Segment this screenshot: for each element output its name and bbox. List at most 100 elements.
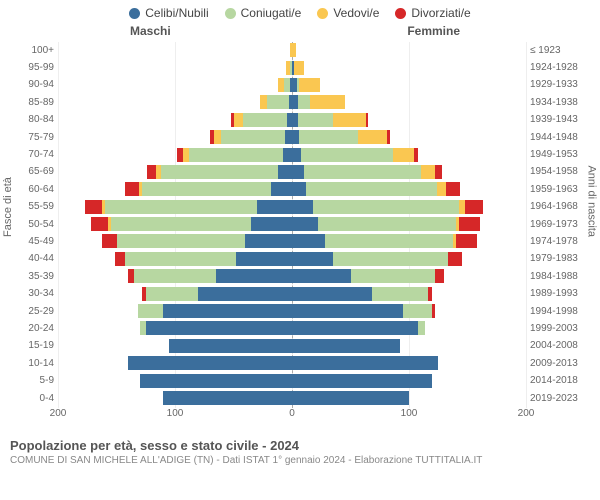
male-bar bbox=[58, 78, 292, 92]
age-row: 75-791944-1948 bbox=[58, 128, 526, 145]
birth-year-label: 1999-2003 bbox=[530, 323, 590, 334]
bar-segment bbox=[393, 148, 414, 162]
bar-segment bbox=[189, 148, 283, 162]
male-bar bbox=[58, 217, 292, 231]
bar-segment bbox=[299, 130, 358, 144]
bar-segment bbox=[146, 287, 199, 301]
bar-segment bbox=[298, 113, 333, 127]
age-row: 100+≤ 1923 bbox=[58, 42, 526, 59]
bar-segment bbox=[292, 252, 333, 266]
bar-segment bbox=[313, 200, 459, 214]
chart-title: Popolazione per età, sesso e stato civil… bbox=[10, 438, 590, 453]
legend-label: Coniugati/e bbox=[241, 6, 302, 20]
bar-segment bbox=[292, 43, 296, 57]
bar-segment bbox=[372, 287, 428, 301]
age-label: 85-89 bbox=[10, 97, 54, 108]
legend-item-celibi: Celibi/Nubili bbox=[129, 6, 208, 20]
birth-year-label: 2004-2008 bbox=[530, 340, 590, 351]
age-row: 90-941929-1933 bbox=[58, 76, 526, 93]
x-tick-label: 0 bbox=[289, 408, 295, 419]
birth-year-label: 1939-1943 bbox=[530, 114, 590, 125]
bar-segment bbox=[292, 391, 409, 405]
age-label: 45-49 bbox=[10, 236, 54, 247]
birth-year-label: 2009-2013 bbox=[530, 358, 590, 369]
bar-segment bbox=[163, 304, 292, 318]
bar-segment bbox=[292, 269, 351, 283]
bar-segment bbox=[169, 339, 292, 353]
x-tick-label: 100 bbox=[401, 408, 418, 419]
female-bar bbox=[292, 130, 526, 144]
bar-segment bbox=[292, 287, 372, 301]
bar-segment bbox=[298, 95, 310, 109]
bar-segment bbox=[318, 217, 456, 231]
bar-segment bbox=[161, 165, 278, 179]
birth-year-label: 1969-1973 bbox=[530, 219, 590, 230]
female-bar bbox=[292, 252, 526, 266]
bar-segment bbox=[278, 165, 292, 179]
bar-segment bbox=[163, 391, 292, 405]
bar-segment bbox=[304, 165, 421, 179]
bar-segment bbox=[292, 374, 432, 388]
female-bar bbox=[292, 374, 526, 388]
male-bar bbox=[58, 182, 292, 196]
bar-segment bbox=[102, 234, 116, 248]
birth-year-label: 1934-1938 bbox=[530, 97, 590, 108]
bar-segment bbox=[115, 252, 124, 266]
bar-segment bbox=[243, 113, 287, 127]
female-bar bbox=[292, 269, 526, 283]
bar-segment bbox=[257, 200, 292, 214]
bar-segment bbox=[459, 217, 480, 231]
bar-segment bbox=[333, 113, 366, 127]
bar-segment bbox=[366, 113, 368, 127]
bar-segment bbox=[117, 234, 246, 248]
birth-year-label: 1924-1928 bbox=[530, 62, 590, 73]
male-bar bbox=[58, 287, 292, 301]
bar-segment bbox=[134, 269, 216, 283]
bar-segment bbox=[310, 95, 345, 109]
pyramid-rows: 100+≤ 192395-991924-192890-941929-193385… bbox=[58, 42, 526, 408]
bar-segment bbox=[221, 130, 285, 144]
bar-segment bbox=[146, 321, 292, 335]
birth-year-label: 1989-1993 bbox=[530, 288, 590, 299]
age-label: 95-99 bbox=[10, 62, 54, 73]
female-bar bbox=[292, 61, 526, 75]
bar-segment bbox=[283, 148, 292, 162]
bar-segment bbox=[414, 148, 419, 162]
birth-year-label: 1974-1978 bbox=[530, 236, 590, 247]
bar-segment bbox=[251, 217, 292, 231]
bar-segment bbox=[267, 95, 288, 109]
birth-year-label: 1954-1958 bbox=[530, 166, 590, 177]
female-bar bbox=[292, 148, 526, 162]
age-label: 0-4 bbox=[10, 393, 54, 404]
bar-segment bbox=[432, 304, 434, 318]
age-row: 10-142009-2013 bbox=[58, 355, 526, 372]
bar-segment bbox=[333, 252, 448, 266]
age-row: 95-991924-1928 bbox=[58, 59, 526, 76]
bar-segment bbox=[245, 234, 292, 248]
bar-segment bbox=[325, 234, 454, 248]
bar-segment bbox=[292, 200, 313, 214]
bar-segment bbox=[358, 130, 387, 144]
bar-segment bbox=[138, 304, 164, 318]
male-bar bbox=[58, 61, 292, 75]
bar-segment bbox=[111, 217, 251, 231]
age-label: 25-29 bbox=[10, 306, 54, 317]
bar-segment bbox=[448, 252, 462, 266]
age-row: 0-42019-2023 bbox=[58, 389, 526, 406]
bar-segment bbox=[125, 182, 139, 196]
age-row: 80-841939-1943 bbox=[58, 111, 526, 128]
bar-segment bbox=[418, 321, 425, 335]
female-bar bbox=[292, 113, 526, 127]
legend-item-divorziati: Divorziati/e bbox=[395, 6, 470, 20]
male-bar bbox=[58, 304, 292, 318]
bar-segment bbox=[292, 148, 301, 162]
bar-segment bbox=[292, 356, 438, 370]
bar-segment bbox=[437, 182, 446, 196]
age-row: 55-591964-1968 bbox=[58, 198, 526, 215]
male-bar bbox=[58, 374, 292, 388]
bar-segment bbox=[128, 356, 292, 370]
age-label: 30-34 bbox=[10, 288, 54, 299]
bar-segment bbox=[292, 217, 318, 231]
age-label: 70-74 bbox=[10, 149, 54, 160]
bar-segment bbox=[301, 148, 392, 162]
